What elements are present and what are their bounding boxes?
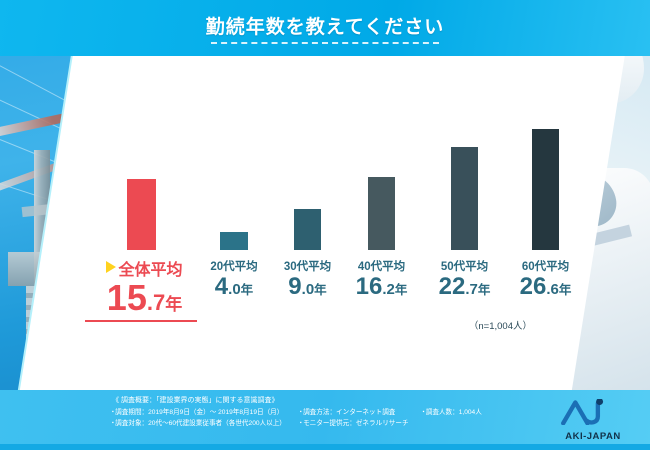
aj-monogram-icon xyxy=(561,398,604,426)
bar-label-40代平均: 40代平均 16.2年 xyxy=(336,258,428,299)
bar-20代平均 xyxy=(220,232,248,250)
value-unit: 年 xyxy=(477,283,491,297)
survey-method: 調査方法：インターネット調査 xyxy=(300,408,409,418)
bar-chart: 全体平均 15.7年 20代平均 4.0年 30代平均 9.0年 40代平均 16.2年 50代… xyxy=(0,56,650,390)
value-integer: 26 xyxy=(519,273,547,300)
survey-respondents: 調査人数：1,004人 xyxy=(423,408,482,418)
overall-average-underline xyxy=(84,320,197,322)
survey-column-left: 調査期間：2019年8月9日（金）〜 2019年8月19日（月） 調査対象：20… xyxy=(112,408,286,429)
triangle-right-icon xyxy=(106,261,117,273)
value-unit: 年 xyxy=(240,283,254,297)
survey-summary-heading: 《 調査概要：「建設業界の実態」に関する意識調査》 xyxy=(112,397,279,404)
value-unit: 年 xyxy=(314,283,327,297)
footer-bottom-band xyxy=(0,444,650,450)
survey-target: 調査対象：20代〜60代建設業従事者（各世代200人以上） xyxy=(112,419,286,429)
bar-60代平均 xyxy=(532,129,559,250)
title-dashed-underline xyxy=(211,42,439,44)
header-bar: 勤続年数を教えてください xyxy=(0,0,650,56)
survey-period: 調査期間：2019年8月9日（金）〜 2019年8月19日（月） xyxy=(112,408,286,418)
survey-column-mid: 調査方法：インターネット調査 モニター提供元：ゼネラルリサーチ xyxy=(300,408,409,429)
bar-label-value: 4.0年 xyxy=(188,274,280,299)
value-integer: 9 xyxy=(288,273,302,300)
survey-monitor-provider: モニター提供元：ゼネラルリサーチ xyxy=(300,419,409,429)
overall-average-name: 全体平均 xyxy=(83,256,207,280)
bar-label-30代平均: 30代平均 9.0年 xyxy=(262,258,354,299)
value-decimal: .7 xyxy=(465,281,478,298)
overall-average-value: 15.7年 xyxy=(83,280,207,316)
bar-label-20代平均: 20代平均 4.0年 xyxy=(188,258,280,299)
value-integer: 4 xyxy=(214,273,229,300)
value-unit: 年 xyxy=(394,283,408,297)
bar-label-60代平均: 60代平均 26.6年 xyxy=(500,258,592,299)
value-integer: 16 xyxy=(355,273,383,300)
bar-overall xyxy=(127,179,156,250)
value-integer: 15 xyxy=(106,277,147,318)
value-decimal: .0 xyxy=(228,281,241,298)
bar-40代平均 xyxy=(368,177,395,250)
value-decimal: .6 xyxy=(546,281,559,298)
overall-average-label: 全体平均 15.7年 xyxy=(83,256,207,316)
bar-label-value: 16.2年 xyxy=(336,274,428,299)
bar-label-value: 9.0年 xyxy=(262,274,354,299)
brand-logo[interactable]: AKI-JAPAN xyxy=(550,398,636,442)
value-decimal: .2 xyxy=(382,281,395,298)
bar-label-name: 60代平均 xyxy=(521,261,570,273)
survey-column-right: 調査人数：1,004人 xyxy=(423,408,482,429)
bar-50代平均 xyxy=(451,147,478,250)
value-decimal: .7 xyxy=(146,290,166,315)
value-unit: 年 xyxy=(558,283,572,297)
brand-name: AKI-JAPAN xyxy=(565,431,621,442)
value-decimal: .0 xyxy=(301,281,315,298)
bar-label-name: 50代平均 xyxy=(440,261,489,273)
value-integer: 22 xyxy=(438,273,466,300)
value-unit: 年 xyxy=(165,295,183,314)
sample-size-note: （n=1,004人） xyxy=(468,321,532,332)
bar-label-value: 26.6年 xyxy=(500,274,592,299)
bar-label-name: 30代平均 xyxy=(283,261,332,273)
survey-summary: 《 調査概要：「建設業界の実態」に関する意識調査》 調査期間：2019年8月9日… xyxy=(112,396,540,429)
bar-30代平均 xyxy=(294,209,321,250)
bar-label-50代平均: 50代平均 22.7年 xyxy=(419,258,511,299)
bar-label-name: 40代平均 xyxy=(357,261,406,273)
bar-label-value: 22.7年 xyxy=(419,274,511,299)
footer-bar: 《 調査概要：「建設業界の実態」に関する意識調査》 調査期間：2019年8月9日… xyxy=(0,390,650,450)
bar-label-name: 20代平均 xyxy=(210,261,258,273)
page-title: 勤続年数を教えてください xyxy=(205,17,445,38)
header-gradient xyxy=(0,0,650,56)
